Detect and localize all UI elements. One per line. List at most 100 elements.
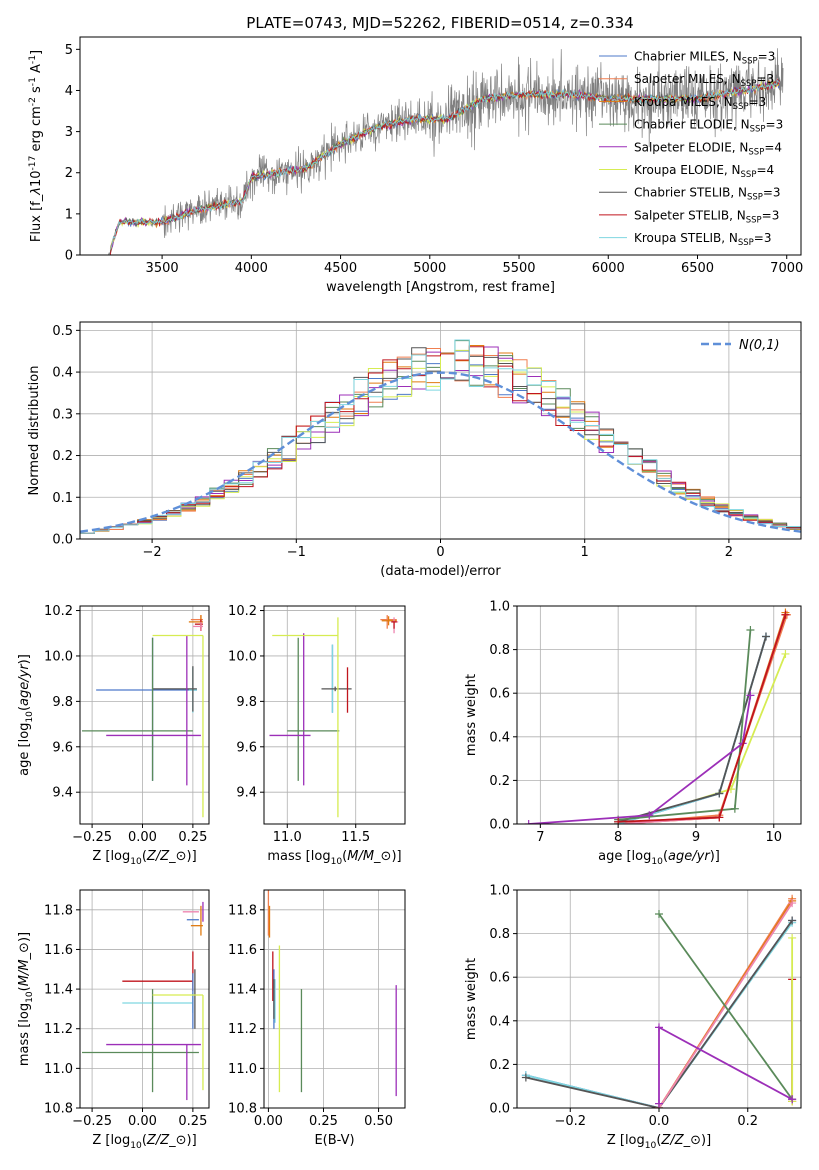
weight_vs_Z-point-marker [655,909,663,918]
legend-label: Chabrier STELIB, NSSP=3 [634,186,781,203]
age_vs_mass-xtick-label: 11.5 [341,830,370,845]
spectrum-xtick-label: 4500 [324,261,357,276]
legend-label: N(0,1) [739,338,780,353]
mass_vs_ebv-frame [263,889,406,1109]
weight_vs_age-point-marker [645,811,654,820]
age_vs_Z-ytick-label: 9.4 [52,786,73,801]
spectrum-ytick-label: 4 [65,84,73,99]
residuals-xlabel: (data-model)/error [380,564,501,579]
weight_vs_Z-ytick-label: 0.6 [489,971,510,986]
mass_vs_Z-panel: −0.25 0.00 0.25 10.8 11.0 11.2 11.4 11.6 11.8 Z [… [17,889,210,1151]
weight_vs_age-point-marker [761,632,770,641]
age_vs_Z-ytick-label: 10.0 [44,649,73,664]
weight_vs_Z-ytick-label: 0.8 [489,927,510,942]
weight_vs_age-point-marker [746,691,755,700]
weight_vs_age-plot-area [524,608,791,824]
mass_vs_ebv-panel: 0.00 0.25 0.50 10.8 11.0 11.2 11.4 11.6 11.8 E(B-… [228,889,406,1148]
age_vs_mass-plot-area [269,615,399,818]
weight_vs_age-frame [516,605,802,825]
weight_vs_age-xtick-label: 10 [765,830,782,845]
spectrum-ytick-label: 1 [65,207,73,222]
mass_vs_ebv-ytick-label: 11.6 [228,943,257,958]
residuals-panel: −2 −1 0 1 2 0.0 0.1 0.2 0.3 0.4 0.5 (data-model)/er… [27,321,802,579]
mass_vs_ebv-ytick-label: 11.4 [228,983,257,998]
weight_vs_age-point-marker [781,610,790,619]
mass_vs_Z-ytick-label: 11.4 [44,983,73,998]
residuals-ytick-label: 0.4 [52,366,73,381]
age_vs_Z-xtick-label: −0.25 [72,830,112,845]
mass_vs_Z-ylabel: mass [log10​(M/M_⊙)] [17,932,35,1066]
mass_vs_Z-xlabel: Z [log10​(Z/Z_⊙)] [92,1133,196,1151]
weight_vs_Z-point-marker [788,933,797,942]
weight_vs_Z-ytick-label: 1.0 [489,884,510,899]
mass_vs_Z-plot-area [82,901,204,1101]
spectrum-panel: 3500 4000 4500 5000 5500 6000 6500 7000 0 1 2 3 4 5 wa… [28,36,803,295]
figure-title: PLATE=0743, MJD=52262, FIBERID=0514, z=0… [246,14,633,32]
mass_vs_ebv-plot-area [267,890,397,1097]
legend-label: Kroupa STELIB, NSSP=3 [634,231,772,248]
age_vs_Z-xtick-label: 0.00 [128,830,157,845]
weight_vs_age-ylabel: mass weight [464,674,479,756]
weight_vs_age-point-marker [781,649,790,658]
age_vs_mass-xlabel: mass [log10​(M/M_⊙)] [267,849,401,867]
weight_vs_Z-point-marker [788,916,797,925]
spectrum-ytick-label: 2 [65,166,73,181]
weight_vs_Z-ytick-label: 0.4 [489,1014,510,1029]
spectrum-ytick-label: 0 [65,249,73,264]
residuals-ytick-label: 0.5 [52,324,73,339]
residuals-ytick-label: 0.3 [52,407,73,422]
weight_vs_Z-xtick-label: 0.0 [649,1114,670,1129]
age_vs_mass-panel: 11.0 11.5 9.4 9.6 9.8 10.0 10.2 mass [log10​(M/… [228,604,406,867]
mass_vs_ebv-xtick-label: 0.00 [254,1114,283,1129]
age_vs_Z-ylabel: age [log10​(age/yr)] [17,654,35,776]
mass_vs_Z-xtick-label: −0.25 [72,1114,112,1129]
residuals-ylabel: Normed distribution [27,366,42,496]
residuals-ytick-label: 0.1 [52,491,73,506]
model-spectrum-line [109,79,780,250]
age_vs_mass-xtick-label: 11.0 [273,830,302,845]
legend-label: Chabrier MILES, NSSP=3 [634,50,775,67]
mass_vs_ebv-xtick-label: 0.25 [309,1114,338,1129]
spectrum-xtick-label: 7000 [770,261,803,276]
weight_vs_Z-point-marker [788,1095,797,1104]
spectrum-plot-area [108,48,784,255]
weight_vs_Z-point-marker [655,1099,663,1108]
mass_vs_Z-ytick-label: 11.6 [44,943,73,958]
weight_vs_Z-ytick-label: 0.0 [489,1102,510,1117]
spectrum-frame [79,36,802,256]
spectrum-xtick-label: 4000 [235,261,268,276]
weight_vs_age-ytick-label: 0.4 [489,730,510,745]
mass_vs_Z-frame [79,889,210,1109]
weight_vs_age-point-marker [715,789,724,798]
age_vs_Z-xlabel: Z [log10​(Z/Z_⊙)] [92,849,196,867]
weight_vs_age-point-marker [746,625,755,634]
mass_vs_ebv-ytick-label: 10.8 [228,1102,257,1117]
legend-label: Kroupa MILES, NSSP=3 [634,95,766,112]
mass_vs_ebv-ytick-label: 11.8 [228,903,257,918]
weight_vs_Z-point-marker [655,1023,663,1032]
weight_vs_Z-plot-area [521,894,797,1108]
mass_vs_Z-xtick-label: 0.25 [178,1114,207,1129]
spectrum-xtick-label: 5000 [413,261,446,276]
residuals-plot-area [80,339,801,539]
residual-histogram [80,339,801,539]
mass_vs_Z-ytick-label: 11.8 [44,903,73,918]
age_vs_Z-panel: −0.25 0.00 0.25 9.4 9.6 9.8 10.0 10.2 Z [log10​(… [17,604,210,867]
mass_vs_ebv-ytick-label: 11.2 [228,1022,257,1037]
age_vs_Z-ytick-label: 10.2 [44,604,73,619]
weight_vs_Z-series-line [525,919,793,1108]
spectrum-xtick-label: 3500 [146,261,179,276]
weight_vs_age-xlabel: age [log10​(age/yr)] [598,849,720,867]
weight_vs_age-point-marker [614,817,623,824]
spectrum-ytick-label: 5 [65,43,73,58]
weight_vs_age-point-marker [524,820,533,824]
age_vs_mass-ytick-label: 9.4 [236,786,257,801]
age_vs_Z-ytick-label: 9.6 [52,740,73,755]
weight_vs_age-ytick-label: 1.0 [489,600,510,615]
model-spectrum-line [109,78,780,254]
age_vs_mass-ytick-label: 10.0 [228,649,257,664]
spectrum-xtick-label: 6500 [681,261,714,276]
weight_vs_Z-point-marker [788,899,797,908]
age_vs_Z-ytick-label: 9.8 [52,695,73,710]
